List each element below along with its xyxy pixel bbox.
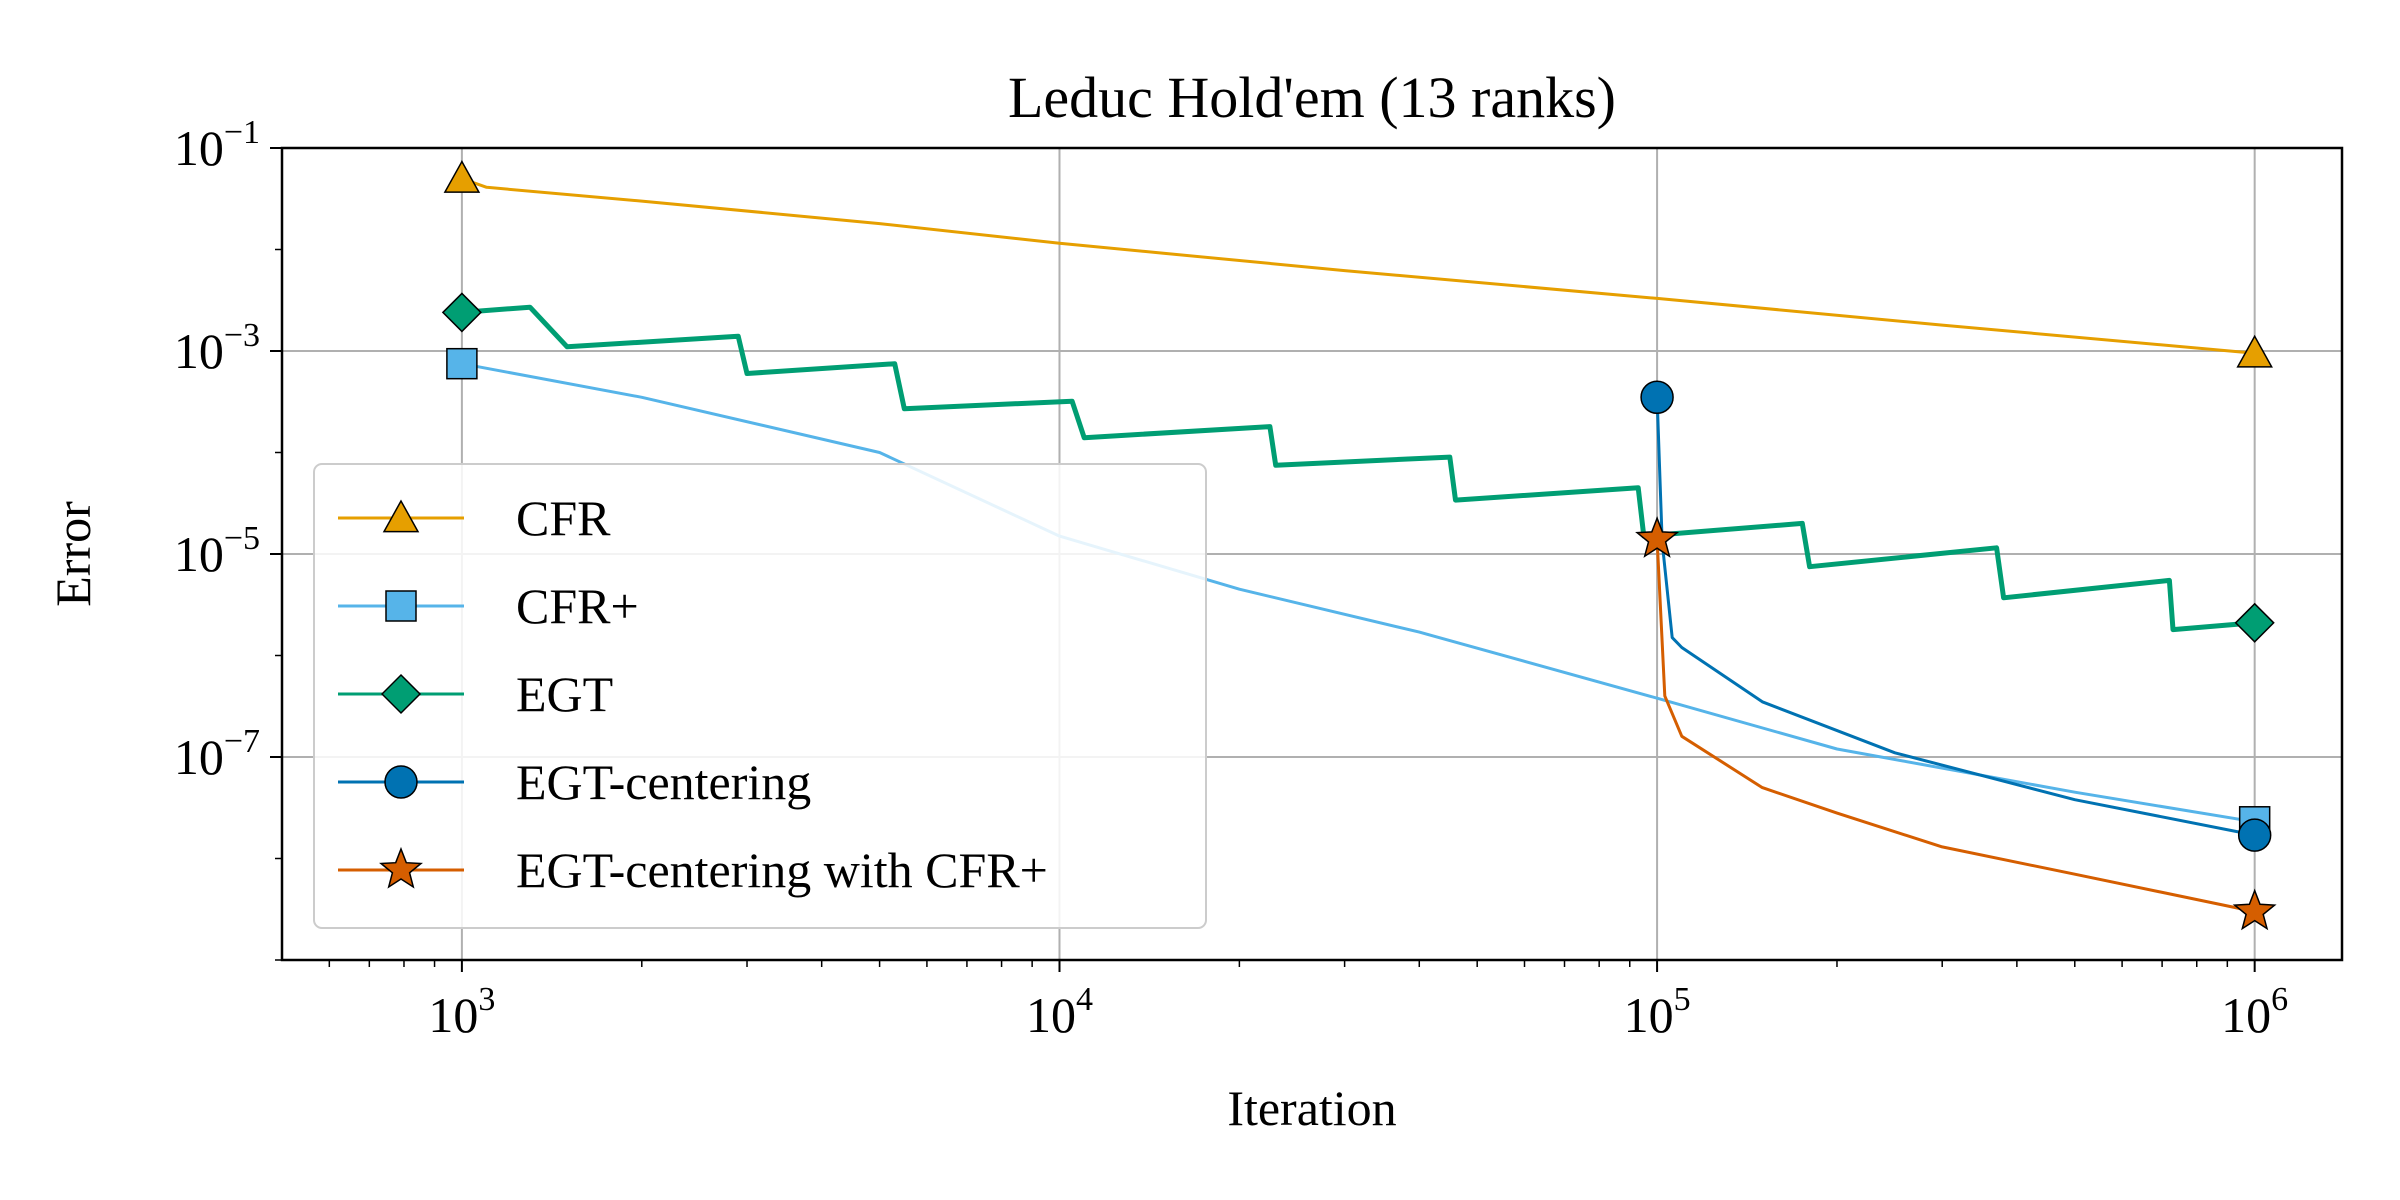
legend-label-egt: EGT	[516, 666, 613, 722]
legend-item-cfr: CFR+	[338, 578, 639, 634]
legend-item-egt-centering: EGT-centering	[338, 754, 811, 810]
legend-item-egt: EGT	[338, 666, 613, 722]
legend-label-egt-centering-with-cfr: EGT-centering with CFR+	[516, 842, 1048, 898]
x-tick-label: 104	[1026, 981, 1093, 1043]
legend-marker-cfr	[385, 590, 417, 622]
series-marker-end-egt-centering	[2237, 818, 2272, 852]
x-tick-label: 106	[2221, 981, 2288, 1043]
y-tick-label: 10−1	[174, 114, 260, 176]
series-line-egt-centering-with-cfr	[1655, 539, 2256, 914]
series-line-egt-centering	[1655, 397, 2255, 837]
legend-label-egt-centering: EGT-centering	[516, 754, 811, 810]
axis-ticks: 103 104 105 106 10−7 10−5 10−3 10−1	[174, 114, 2288, 1043]
series-cfr	[443, 160, 2273, 368]
series-egt	[441, 292, 2275, 643]
x-tick-label: 103	[428, 981, 495, 1043]
chart-title: Leduc Hold'em (13 ranks)	[1008, 65, 1616, 130]
series-marker-start-cfr	[446, 347, 478, 380]
legend-marker-egt-centering	[384, 765, 418, 799]
plot-series	[441, 160, 2277, 931]
y-tick-label: 10−3	[174, 317, 260, 379]
series-egt-centering	[1640, 380, 2272, 852]
series-line-egt	[461, 304, 2255, 633]
legend-item-cfr: CFR	[338, 490, 611, 546]
series-marker-end-cfr	[2236, 334, 2273, 368]
series-marker-end-egt-centering-with-cfr	[2232, 888, 2277, 931]
series-line-cfr	[461, 362, 2255, 824]
series-marker-start-egt-centering-with-cfr	[1635, 516, 1680, 558]
y-axis-label: Error	[45, 501, 101, 607]
legend-label-cfr: CFR	[516, 490, 611, 546]
x-tick-label: 105	[1624, 981, 1691, 1043]
series-marker-end-egt	[2234, 602, 2275, 643]
x-axis-label: Iteration	[1227, 1080, 1396, 1136]
series-marker-start-egt-centering	[1640, 380, 1674, 415]
legend-marker-egt	[380, 673, 422, 715]
y-tick-label: 10−7	[174, 723, 260, 785]
series-marker-start-egt	[441, 292, 482, 333]
legend-marker-cfr	[382, 499, 420, 533]
legend-marker-egt-centering-with-cfr	[379, 846, 423, 889]
series-line-cfr	[461, 177, 2255, 355]
series-marker-start-cfr	[443, 160, 481, 193]
legend-item-egt-centering-with-cfr: EGT-centering with CFR+	[338, 842, 1048, 898]
series-egt-centering-with-cfr	[1635, 516, 2277, 931]
y-tick-label: 10−5	[174, 520, 260, 582]
legend-label-cfr: CFR+	[516, 578, 639, 634]
legend-box	[313, 463, 1207, 929]
legend: CFR CFR+ EGT EGT-centering EGT-centering wit…	[313, 463, 1207, 929]
